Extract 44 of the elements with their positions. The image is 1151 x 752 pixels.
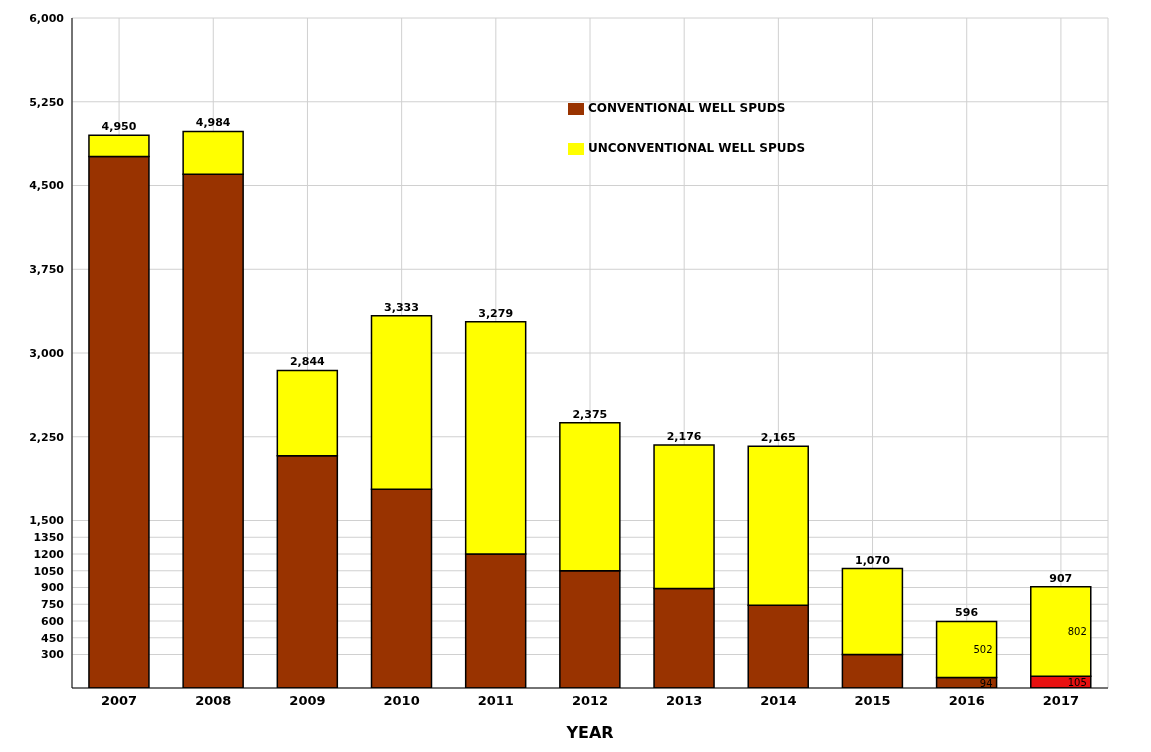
x-tick-label: 2008 (195, 693, 232, 709)
data-label: 105 (1067, 677, 1087, 689)
total-label: 2,165 (760, 431, 796, 445)
y-tick-label: 4,500 (29, 179, 65, 193)
x-tick-label: 2011 (477, 693, 514, 709)
legend-label: CONVENTIONAL WELL SPUDS (588, 101, 786, 115)
y-tick-label: 600 (41, 614, 65, 628)
total-label: 2,844 (289, 355, 326, 369)
y-tick-label: 5,250 (29, 95, 65, 109)
y-tick-label: 2,250 (29, 430, 65, 444)
x-axis-title: YEAR (565, 723, 614, 742)
x-tick-label: 2007 (101, 693, 138, 709)
x-tick-label: 2012 (571, 693, 609, 709)
x-tick-label: 2017 (1042, 693, 1079, 709)
y-tick-label: 300 (41, 648, 65, 662)
total-label: 2,375 (572, 407, 608, 421)
data-label: 94 (979, 677, 993, 689)
y-tick-label: 900 (41, 581, 65, 595)
x-tick-label: 2015 (854, 693, 891, 709)
legend-label: UNCONVENTIONAL WELL SPUDS (588, 141, 806, 155)
total-label: 4,984 (195, 116, 231, 130)
total-label: 3,333 (384, 300, 419, 314)
y-tick-label: 750 (41, 598, 65, 612)
y-tick-label: 450 (41, 631, 65, 645)
data-label: 502 (973, 644, 993, 656)
total-label: 1,070 (855, 553, 891, 567)
y-tick-label: 1200 (33, 547, 65, 561)
x-tick-label: 2016 (948, 693, 985, 709)
total-label: 596 (955, 606, 979, 620)
y-tick-label: 1050 (33, 564, 65, 578)
x-tick-label: 2010 (383, 693, 420, 709)
y-tick-label: 1350 (33, 531, 65, 545)
y-tick-label: 3,750 (29, 263, 65, 277)
y-tick-label: 1,500 (29, 514, 65, 528)
total-label: 2,176 (666, 430, 702, 444)
x-tick-label: 2009 (289, 693, 326, 709)
total-label: 4,950 (101, 120, 137, 134)
y-tick-label: 6,000 (29, 11, 65, 25)
total-label: 907 (1049, 571, 1073, 585)
total-label: 3,279 (478, 306, 514, 320)
y-tick-label: 3,000 (29, 346, 65, 360)
x-tick-label: 2013 (666, 693, 703, 709)
x-tick-label: 2014 (760, 693, 797, 709)
data-label: 802 (1067, 626, 1087, 638)
